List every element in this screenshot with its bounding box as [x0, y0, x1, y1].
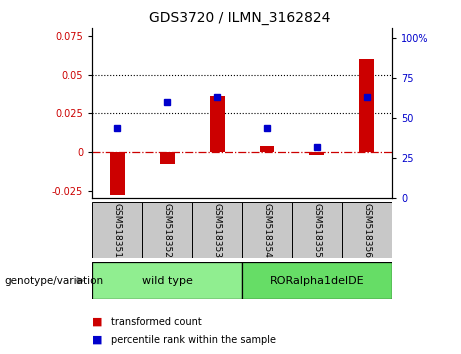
- Text: wild type: wild type: [142, 275, 193, 286]
- Text: GSM518352: GSM518352: [163, 202, 171, 258]
- Bar: [242, 262, 392, 299]
- Text: GSM518351: GSM518351: [112, 202, 122, 258]
- Text: GSM518356: GSM518356: [362, 202, 372, 258]
- Bar: [92, 262, 242, 299]
- Text: GSM518355: GSM518355: [313, 202, 321, 258]
- Bar: [192, 202, 242, 258]
- Bar: [242, 202, 292, 258]
- Bar: [292, 202, 342, 258]
- Bar: [110, 152, 124, 195]
- Text: GSM518354: GSM518354: [262, 202, 272, 258]
- Text: GSM518353: GSM518353: [213, 202, 222, 258]
- Bar: [210, 96, 225, 152]
- Text: ■: ■: [92, 317, 103, 327]
- Bar: [360, 59, 374, 152]
- Text: genotype/variation: genotype/variation: [5, 275, 104, 286]
- Text: ■: ■: [92, 335, 103, 345]
- Bar: [92, 202, 142, 258]
- Bar: [260, 146, 274, 152]
- Text: GDS3720 / ILMN_3162824: GDS3720 / ILMN_3162824: [149, 11, 331, 25]
- Text: RORalpha1delDE: RORalpha1delDE: [270, 275, 364, 286]
- Bar: [160, 152, 175, 164]
- Bar: [342, 202, 392, 258]
- Bar: [309, 152, 325, 155]
- Text: transformed count: transformed count: [111, 317, 201, 327]
- Bar: [142, 202, 192, 258]
- Text: percentile rank within the sample: percentile rank within the sample: [111, 335, 276, 345]
